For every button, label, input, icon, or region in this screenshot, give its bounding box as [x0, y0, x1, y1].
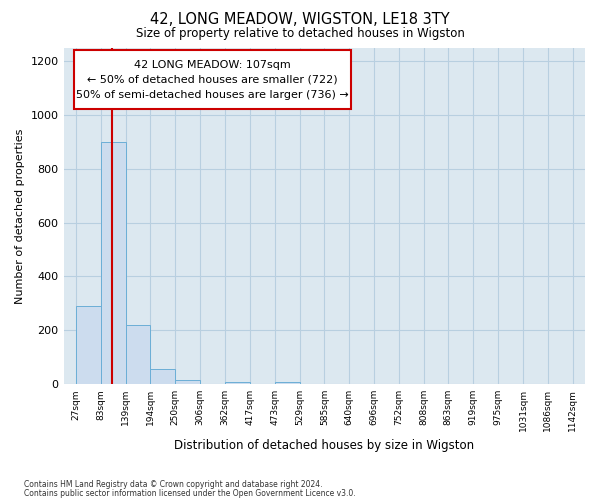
FancyBboxPatch shape [74, 50, 351, 110]
Text: Contains HM Land Registry data © Crown copyright and database right 2024.: Contains HM Land Registry data © Crown c… [24, 480, 323, 489]
Bar [126, 325, 151, 384]
Text: Contains public sector information licensed under the Open Government Licence v3: Contains public sector information licen… [24, 490, 356, 498]
Text: Size of property relative to detached houses in Wigston: Size of property relative to detached ho… [136, 28, 464, 40]
Y-axis label: Number of detached properties: Number of detached properties [15, 128, 25, 304]
Text: 42, LONG MEADOW, WIGSTON, LE18 3TY: 42, LONG MEADOW, WIGSTON, LE18 3TY [150, 12, 450, 28]
Bar [275, 382, 299, 384]
Bar [101, 142, 126, 384]
Bar [175, 380, 200, 384]
Bar [151, 370, 175, 384]
Bar [225, 382, 250, 384]
Bar [76, 306, 101, 384]
Text: 42 LONG MEADOW: 107sqm
← 50% of detached houses are smaller (722)
50% of semi-de: 42 LONG MEADOW: 107sqm ← 50% of detached… [76, 60, 349, 100]
X-axis label: Distribution of detached houses by size in Wigston: Distribution of detached houses by size … [174, 440, 475, 452]
